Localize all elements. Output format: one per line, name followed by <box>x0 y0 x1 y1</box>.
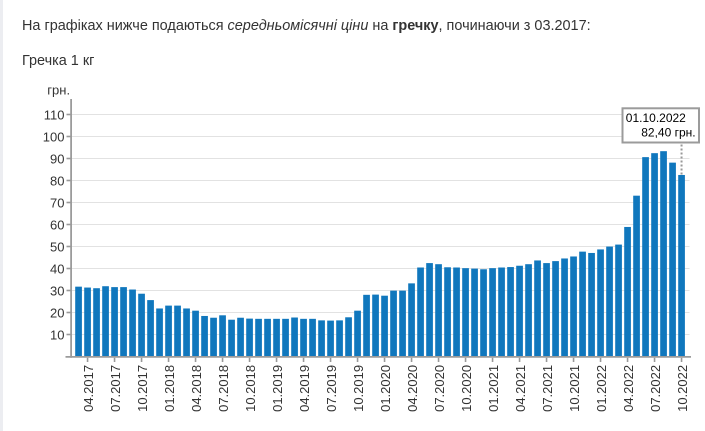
svg-text:04.2018: 04.2018 <box>189 365 204 412</box>
svg-text:01.2018: 01.2018 <box>162 365 177 412</box>
svg-text:07.2022: 07.2022 <box>648 365 663 412</box>
svg-text:01.2022: 01.2022 <box>594 365 609 412</box>
svg-text:80: 80 <box>50 173 64 188</box>
svg-text:01.2021: 01.2021 <box>486 365 501 412</box>
svg-text:01.10.2022: 01.10.2022 <box>626 111 686 125</box>
svg-text:грн.: грн. <box>47 83 70 98</box>
svg-text:60: 60 <box>50 217 64 232</box>
svg-text:07.2018: 07.2018 <box>216 365 231 412</box>
svg-text:10.2021: 10.2021 <box>567 365 582 412</box>
svg-text:04.2020: 04.2020 <box>405 365 420 412</box>
svg-text:90: 90 <box>50 151 64 166</box>
svg-text:100: 100 <box>43 129 65 144</box>
svg-text:110: 110 <box>44 107 65 122</box>
svg-text:07.2020: 07.2020 <box>432 365 447 412</box>
svg-text:30: 30 <box>50 283 64 298</box>
svg-text:04.2021: 04.2021 <box>513 365 528 412</box>
svg-text:10: 10 <box>50 327 64 342</box>
svg-text:70: 70 <box>50 195 64 210</box>
svg-text:10.2022: 10.2022 <box>675 365 690 412</box>
svg-text:04.2017: 04.2017 <box>81 365 96 412</box>
svg-text:10.2020: 10.2020 <box>459 365 474 412</box>
svg-text:82,40 грн.: 82,40 грн. <box>641 126 695 140</box>
svg-text:07.2017: 07.2017 <box>108 365 123 412</box>
svg-text:20: 20 <box>50 305 64 320</box>
svg-text:10.2019: 10.2019 <box>351 365 366 412</box>
svg-text:04.2019: 04.2019 <box>297 365 312 412</box>
svg-text:10.2018: 10.2018 <box>243 365 258 412</box>
svg-text:04.2022: 04.2022 <box>621 365 636 412</box>
svg-text:07.2019: 07.2019 <box>324 365 339 412</box>
svg-text:40: 40 <box>50 261 64 276</box>
svg-text:10.2017: 10.2017 <box>135 365 150 412</box>
svg-text:01.2020: 01.2020 <box>378 365 393 412</box>
svg-text:50: 50 <box>50 239 64 254</box>
svg-text:07.2021: 07.2021 <box>540 365 555 412</box>
svg-text:01.2019: 01.2019 <box>270 365 285 412</box>
